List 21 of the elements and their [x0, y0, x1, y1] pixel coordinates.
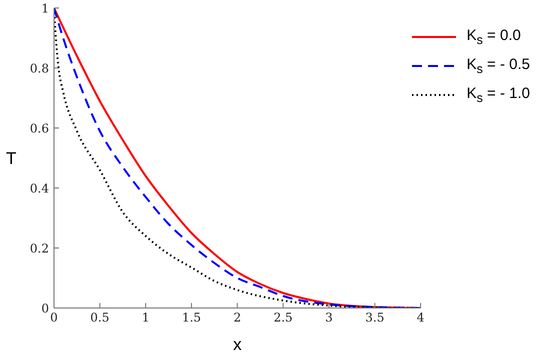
- y-tick-label: 1: [41, 1, 49, 16]
- x-tick-label: 1.5: [182, 310, 202, 325]
- x-axis-title: x: [233, 335, 242, 354]
- legend-label: K$_{s}$ = - 1.0: [466, 84, 530, 104]
- y-tick-label: 0.8: [30, 61, 49, 76]
- x-tick-label: 0.5: [90, 310, 110, 325]
- y-tick-label: 0: [41, 301, 49, 316]
- line-series: [54, 8, 421, 308]
- legend-label: K$_{s}$ = - 0.5: [466, 56, 530, 76]
- x-tick-label: 3.5: [365, 310, 384, 325]
- x-tick-label: 1: [142, 310, 150, 325]
- x-tick-label: 4: [416, 310, 425, 325]
- y-tick-label: 0.2: [30, 241, 49, 256]
- x-tick-label: 3: [325, 310, 333, 325]
- y-tick-label: 0.4: [30, 181, 50, 196]
- legend-label: K$_{s}$ = 0.0: [466, 26, 521, 46]
- x-tick-label: 2.5: [274, 310, 293, 325]
- y-tick-label: 0.6: [30, 121, 49, 136]
- y-axis-title: T: [6, 149, 16, 168]
- x-tick-label: 2: [233, 310, 242, 325]
- x-tick-label: 0: [50, 310, 58, 325]
